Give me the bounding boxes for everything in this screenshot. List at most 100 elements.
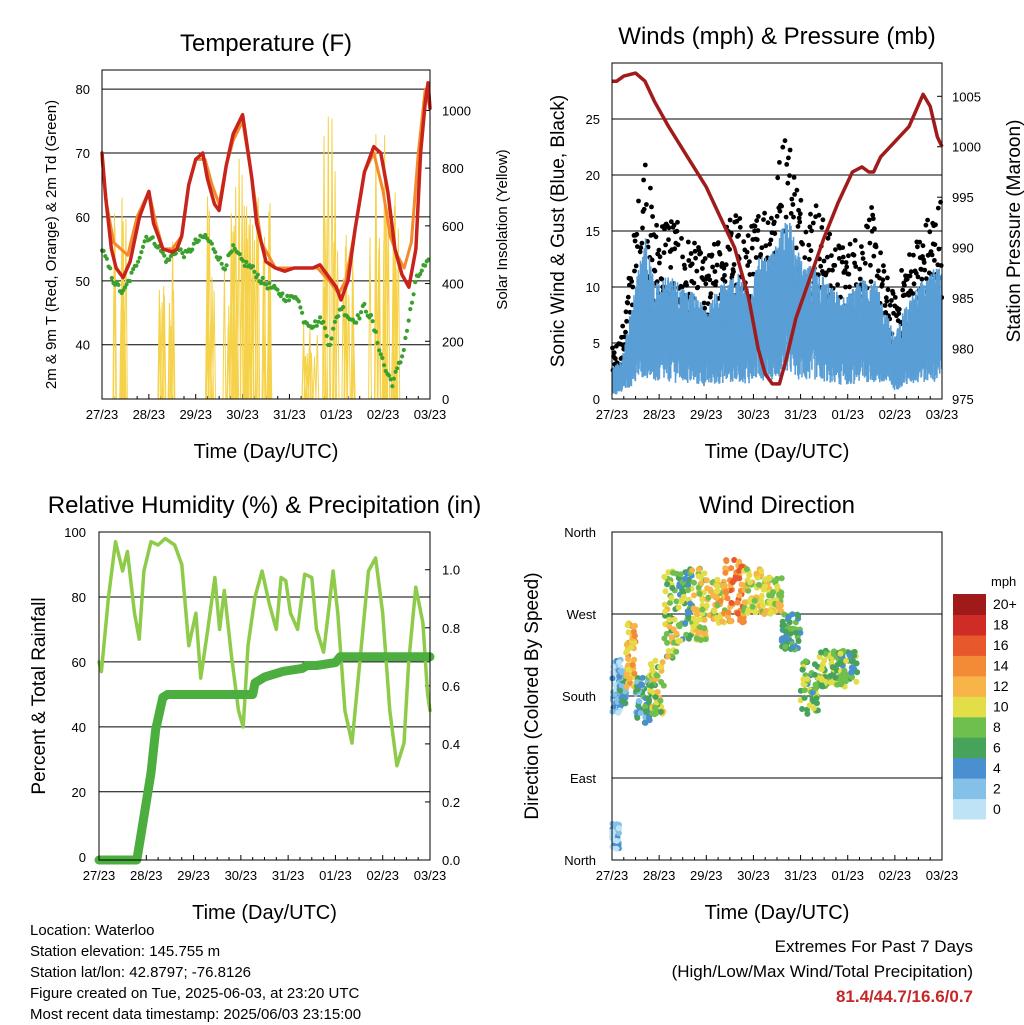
y2-tick-label: 0.4 [442,737,460,752]
dewpoint-point [341,305,346,310]
direction-point [634,714,641,721]
colorbar-label: 0 [993,801,1001,817]
gust-point [920,243,926,249]
gust-point [623,309,629,315]
gust-point [691,280,697,286]
colorbar-swatch [953,737,986,759]
gust-point [707,277,713,283]
y-axis-label: Percent & Total Rainfall [29,597,50,794]
gust-point [878,250,883,256]
gust-point [648,185,653,191]
direction-point [695,573,702,580]
gust-point [639,240,645,246]
direction-point [691,592,697,599]
direction-point [736,558,743,565]
direction-point [846,652,853,659]
dewpoint-point [390,384,395,389]
dewpoint-point [180,251,185,256]
gust-point [910,291,916,296]
gust-point [765,220,771,226]
gust-point [818,263,824,269]
gust-point [803,229,809,235]
dewpoint-point [411,292,416,297]
direction-point [664,639,671,646]
direction-point [695,630,702,637]
gust-point [807,224,813,230]
gust-point [745,263,751,268]
direction-point [745,587,752,594]
gust-point [889,298,894,303]
direction-point [613,837,620,844]
direction-point [626,675,633,682]
direction-point [677,571,684,578]
x-axis-label: Time (Day/UTC) [194,441,339,463]
gust-point [686,258,692,263]
direction-point [838,681,844,688]
gust-point [711,241,717,247]
dewpoint-point [240,258,246,263]
dewpoint-point [377,348,382,353]
dewpoint-point [231,243,236,248]
direction-point [714,614,720,621]
gust-point [752,223,758,229]
x-axis-label: Time (Day/UTC) [705,902,850,924]
direction-point [710,592,716,599]
dewpoint-point [260,275,265,281]
gust-point [868,279,874,284]
dewpoint-point [259,281,264,286]
direction-point [762,583,769,590]
direction-point [631,670,638,677]
gust-point [921,260,927,265]
direction-point [685,614,692,621]
direction-point [778,575,785,582]
direction-point [673,598,680,605]
y2-tick-label: 0.8 [442,621,460,636]
direction-point [637,710,644,717]
x-tick-label: 27/23 [86,407,119,422]
gust-point [821,258,827,264]
direction-point [631,633,638,639]
gust-point [859,244,864,250]
gust-point [925,217,930,223]
gust-point [733,213,739,219]
chart-panel-1: Winds (mph) & Pressure (mb) 27/23 28/23 29/… [548,23,1024,463]
dewpoint-series [99,232,431,389]
direction-point [696,590,703,597]
direction-point [707,586,714,593]
solar-spike [261,203,273,400]
direction-point [648,682,655,689]
direction-point [701,630,708,637]
direction-point [613,845,620,852]
dewpoint-point [108,266,113,271]
direction-point [778,635,785,642]
gust-point [896,311,902,316]
dewpoint-point [283,299,288,304]
gust-point [787,173,792,179]
dewpoint-point [219,261,224,266]
direction-point [797,629,804,636]
direction-point [642,703,649,710]
dewpoint-point [318,315,323,320]
direction-point [727,618,734,625]
direction-point [804,676,811,682]
gust-point [663,242,668,248]
direction-point [625,662,632,669]
gust-point [710,264,715,270]
direction-point [734,610,741,617]
colorbar-swatch [953,778,986,800]
dewpoint-point [413,280,418,285]
gust-point [708,291,714,297]
x-tick-label: 01/23 [831,407,864,422]
dewpoint-point [331,326,336,331]
gust-point [922,267,928,273]
gust-point [737,224,743,230]
precip-line [94,652,435,865]
gust-point [755,228,761,233]
gust-point [871,253,877,259]
direction-point [799,666,806,673]
x-tick-label: 02/23 [879,868,912,883]
dewpoint-point [109,275,114,281]
gust-point [741,239,747,245]
gust-point [802,255,808,260]
dewpoint-point [160,250,165,255]
